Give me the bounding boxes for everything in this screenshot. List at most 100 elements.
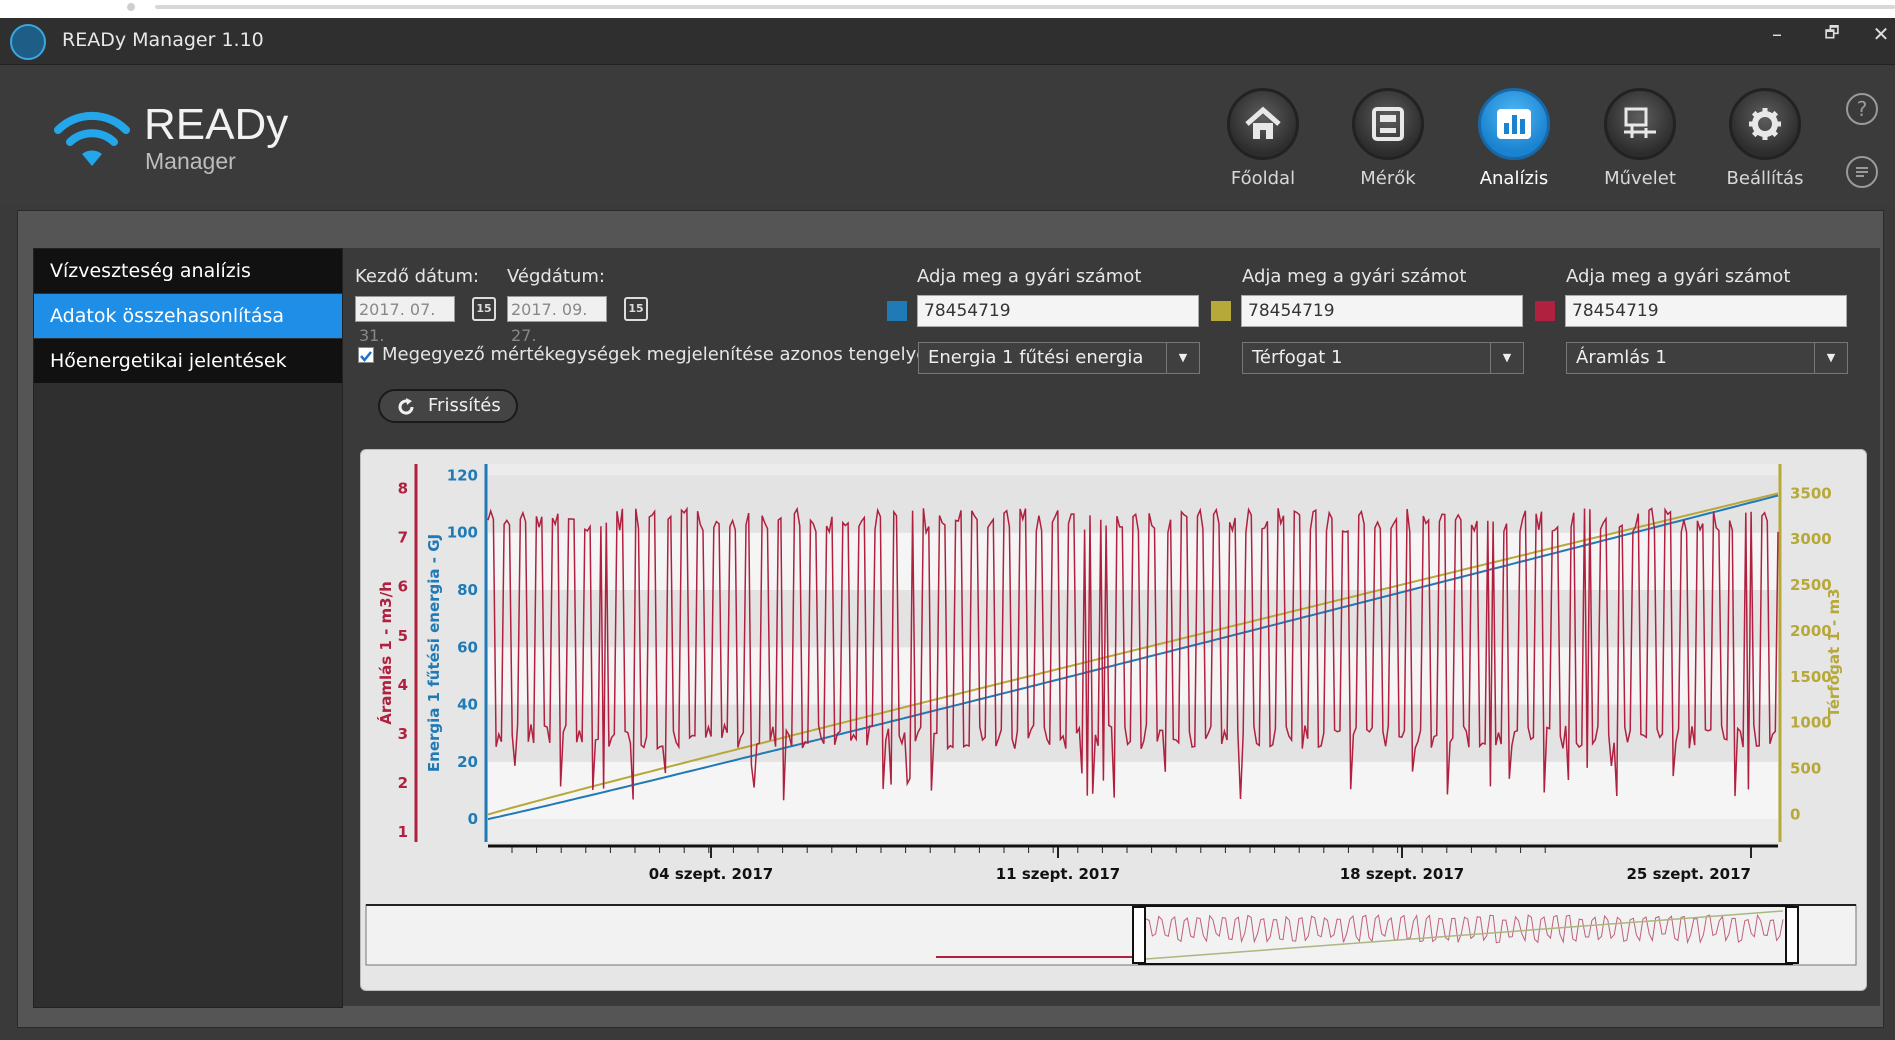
- energy-tick-label: 0: [468, 810, 478, 828]
- energy-tick-label: 80: [457, 581, 478, 599]
- flow-tick-label: 6: [398, 578, 408, 596]
- nav-operation[interactable]: Művelet: [1590, 88, 1690, 189]
- flow-tick-label: 3: [398, 725, 408, 743]
- list-button[interactable]: [1846, 156, 1878, 188]
- meter-1-label: Adja meg a gyári számot: [917, 266, 1142, 287]
- nav-home-label: Főoldal: [1230, 168, 1296, 189]
- volume-tick-label: 1000: [1790, 714, 1832, 732]
- grid-band: [488, 704, 1778, 762]
- meter-3-swatch: [1535, 301, 1555, 321]
- flow-axis-title: Áramlás 1 - m3/h: [376, 581, 395, 725]
- volume-axis-title: Térfogat 1 - m3: [1825, 588, 1843, 717]
- grid-band: [488, 761, 1778, 820]
- nav-home[interactable]: Főoldal: [1213, 88, 1313, 189]
- x-tick-label: 18 szept. 2017: [1340, 865, 1465, 883]
- refresh-label: Frissítés: [428, 395, 501, 416]
- flow-tick-label: 1: [398, 823, 408, 841]
- nav-operation-label: Művelet: [1604, 168, 1676, 189]
- energy-tick-label: 120: [447, 466, 478, 484]
- x-tick-label: 04 szept. 2017: [649, 865, 774, 883]
- flow-tick-label: 8: [398, 480, 408, 498]
- chevron-down-icon: ▼: [1490, 343, 1523, 373]
- navigator: [365, 904, 1857, 966]
- logo-title: READy: [144, 100, 289, 149]
- x-tick-label: 25 szept. 2017: [1626, 865, 1751, 883]
- end-date-input[interactable]: 2017. 09. 27.: [507, 296, 607, 345]
- volume-tick-label: 2500: [1790, 576, 1832, 594]
- navigator-left-handle: [1132, 906, 1146, 964]
- sidebar: Vízveszteség analízis Adatok összehasonl…: [33, 248, 343, 1008]
- logo-wifi-icon: [54, 111, 130, 166]
- meter-2-serial-input[interactable]: 78454719: [1241, 295, 1523, 327]
- restore-button[interactable]: 🗗: [1824, 23, 1840, 42]
- title-bar: [0, 18, 1895, 65]
- flow-tick-label: 2: [398, 774, 408, 792]
- volume-tick-label: 0: [1790, 805, 1800, 823]
- nav-settings[interactable]: Beállítás: [1715, 88, 1815, 189]
- operation-icon: [1604, 88, 1676, 160]
- browser-top-strip: [0, 0, 1895, 18]
- x-tick-label: 11 szept. 2017: [996, 865, 1121, 883]
- nav-meters-label: Mérők: [1360, 168, 1416, 189]
- close-button[interactable]: ✕: [1872, 22, 1890, 46]
- nav-meters[interactable]: Mérők: [1338, 88, 1438, 189]
- chevron-down-icon: ▼: [1814, 343, 1847, 373]
- energy-tick-label: 100: [447, 524, 478, 542]
- flow-tick-label: 7: [398, 529, 408, 547]
- meter-2-swatch: [1211, 301, 1231, 321]
- meter-1-serial-input[interactable]: 78454719: [917, 295, 1199, 327]
- navigator-flow-line: [1145, 913, 1784, 945]
- help-button[interactable]: ?: [1846, 93, 1878, 125]
- gear-icon: [1729, 88, 1801, 160]
- home-icon: [1227, 88, 1299, 160]
- flow-series-line: [487, 506, 1779, 801]
- meter-2-label: Adja meg a gyári számot: [1242, 266, 1467, 287]
- flow-tick-label: 5: [398, 627, 408, 645]
- energy-axis-title: Energia 1 fűtési energia - GJ: [425, 534, 443, 772]
- end-calendar-icon[interactable]: 15: [624, 297, 648, 321]
- volume-tick-label: 3500: [1790, 484, 1832, 502]
- app-icon: [10, 24, 46, 60]
- chart-container: 1 2 3 4 5 6 7 8 Áramlás 1 - m3/h 0 20 40 60 80 100 120 E…: [360, 449, 1867, 991]
- volume-tick-label: 3000: [1790, 530, 1832, 548]
- refresh-button[interactable]: Frissítés: [378, 389, 518, 423]
- energy-series-line: [487, 494, 1779, 821]
- end-date-label: Végdátum:: [507, 266, 605, 287]
- chevron-down-icon: ▼: [1166, 343, 1199, 373]
- nav-analysis-label: Analízis: [1479, 168, 1549, 189]
- navigator-right-handle: [1785, 906, 1799, 964]
- navigator-trend-line: [1145, 910, 1784, 960]
- meter-3-dropdown-value: Áramlás 1: [1576, 347, 1667, 368]
- meter-1-swatch: [887, 301, 907, 321]
- start-date-input[interactable]: 2017. 07. 31.: [355, 296, 455, 345]
- window-title: READy Manager 1.10: [62, 29, 264, 51]
- grid-band: [488, 647, 1778, 705]
- meter-2-dropdown-value: Térfogat 1: [1252, 347, 1343, 368]
- check-icon: [360, 351, 372, 362]
- logo-subtitle: Manager: [145, 148, 236, 174]
- volume-tick-label: 2000: [1790, 622, 1832, 640]
- meter-1-dropdown[interactable]: Energia 1 fűtési energia ▼: [918, 342, 1200, 374]
- strip-dot: [127, 3, 135, 11]
- volume-tick-label: 500: [1790, 760, 1821, 778]
- minimize-button[interactable]: –: [1772, 22, 1782, 46]
- meter-icon: [1352, 88, 1424, 160]
- nav-analysis[interactable]: Analízis: [1464, 88, 1564, 189]
- sidebar-item-data-compare[interactable]: Adatok összehasonlítása: [34, 294, 342, 338]
- energy-tick-label: 60: [457, 638, 478, 656]
- start-date-label: Kezdő dátum:: [355, 266, 480, 287]
- comparison-chart[interactable]: 1 2 3 4 5 6 7 8 Áramlás 1 - m3/h 0 20 40 60 80 100 120 E…: [361, 450, 1866, 990]
- meter-3-label: Adja meg a gyári számot: [1566, 266, 1791, 287]
- start-calendar-icon[interactable]: 15: [472, 297, 496, 321]
- meter-3-serial-input[interactable]: 78454719: [1565, 295, 1847, 327]
- header: [0, 65, 1895, 205]
- meter-2-dropdown[interactable]: Térfogat 1 ▼: [1242, 342, 1524, 374]
- sidebar-item-water-loss[interactable]: Vízveszteség analízis: [34, 249, 342, 293]
- same-unit-checkbox[interactable]: [358, 347, 374, 363]
- energy-tick-label: 20: [457, 753, 478, 771]
- list-icon: [1856, 167, 1868, 177]
- sidebar-item-heat-reports[interactable]: Hőenergetikai jelentések: [34, 339, 342, 383]
- energy-tick-label: 40: [457, 696, 478, 714]
- same-unit-label: Megegyező mértékegységek megjelenítése a…: [382, 344, 939, 365]
- meter-3-dropdown[interactable]: Áramlás 1 ▼: [1566, 342, 1848, 374]
